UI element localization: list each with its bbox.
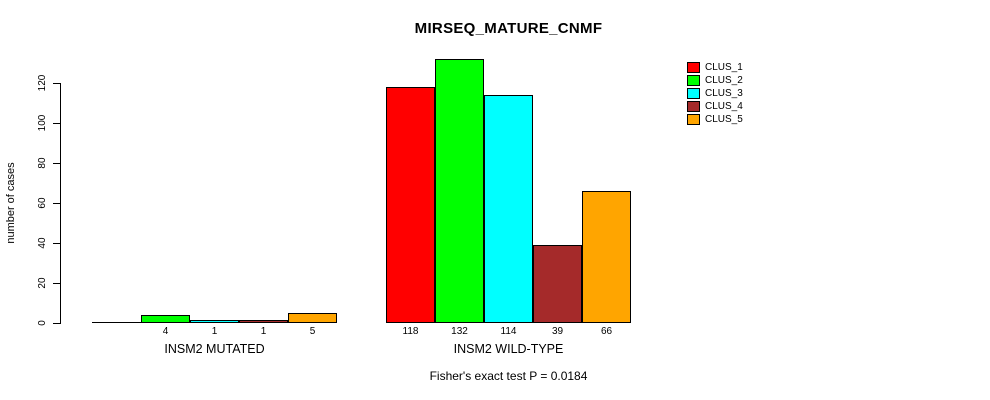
y-tick-label: 100	[37, 114, 48, 132]
legend-row-clus_2: CLUS_2	[687, 74, 743, 87]
y-tick-mark	[53, 83, 60, 84]
y-tick-label: 20	[37, 277, 48, 289]
y-tick-mark	[53, 243, 60, 244]
legend-label: CLUS_2	[705, 75, 743, 86]
y-tick-mark	[53, 323, 60, 324]
legend: CLUS_1 CLUS_2 CLUS_3 CLUS_4 CLUS_5	[687, 61, 743, 126]
y-tick-mark	[53, 163, 60, 164]
group-label: INSM2 MUTATED	[164, 342, 265, 356]
fisher-test-annotation: Fisher's exact test P = 0.0184	[429, 369, 588, 383]
y-tick-label: 80	[37, 157, 48, 169]
bar-clus_5	[582, 191, 631, 323]
y-tick-mark	[53, 123, 60, 124]
y-tick-label: 120	[37, 74, 48, 92]
bar-clus_2	[141, 315, 190, 323]
y-tick-mark	[53, 203, 60, 204]
legend-swatch-clus_5	[687, 114, 700, 125]
legend-label: CLUS_1	[705, 62, 743, 73]
legend-label: CLUS_4	[705, 101, 743, 112]
bar-value-label: 4	[162, 326, 169, 337]
legend-swatch-clus_2	[687, 75, 700, 86]
bar-value-label: 5	[309, 326, 316, 337]
bar-clus_4	[533, 245, 582, 323]
legend-label: CLUS_3	[705, 88, 743, 99]
y-axis-label: number of cases	[5, 162, 17, 244]
bar-value-label: 118	[402, 326, 419, 337]
bar-value-label: 114	[500, 326, 517, 337]
legend-swatch-clus_4	[687, 101, 700, 112]
bar-value-label: 1	[260, 326, 267, 337]
legend-row-clus_3: CLUS_3	[687, 87, 743, 100]
legend-swatch-clus_3	[687, 88, 700, 99]
bar-clus_2	[435, 59, 484, 323]
group-label: INSM2 WILD-TYPE	[453, 342, 564, 356]
y-tick-label: 40	[37, 237, 48, 249]
bar-clus_4	[239, 320, 288, 323]
legend-row-clus_1: CLUS_1	[687, 61, 743, 74]
legend-row-clus_4: CLUS_4	[687, 100, 743, 113]
bar-clus_5	[288, 313, 337, 323]
bar-clus_3	[190, 320, 239, 323]
bar-value-label: 66	[600, 326, 613, 337]
bar-value-label: 1	[211, 326, 218, 337]
y-tick-mark	[53, 283, 60, 284]
y-tick-label: 60	[37, 197, 48, 209]
bar-clus_3	[484, 95, 533, 323]
y-tick-label: 0	[37, 320, 48, 326]
legend-label: CLUS_5	[705, 114, 743, 125]
bar-clus_1	[386, 87, 435, 323]
bar-value-label: 39	[551, 326, 564, 337]
legend-row-clus_5: CLUS_5	[687, 113, 743, 126]
chart-title: MIRSEQ_MATURE_CNMF	[414, 20, 603, 37]
bar-value-label: 132	[451, 326, 468, 337]
legend-swatch-clus_1	[687, 62, 700, 73]
y-axis-line	[60, 83, 61, 324]
bar-clus_1	[92, 322, 141, 323]
